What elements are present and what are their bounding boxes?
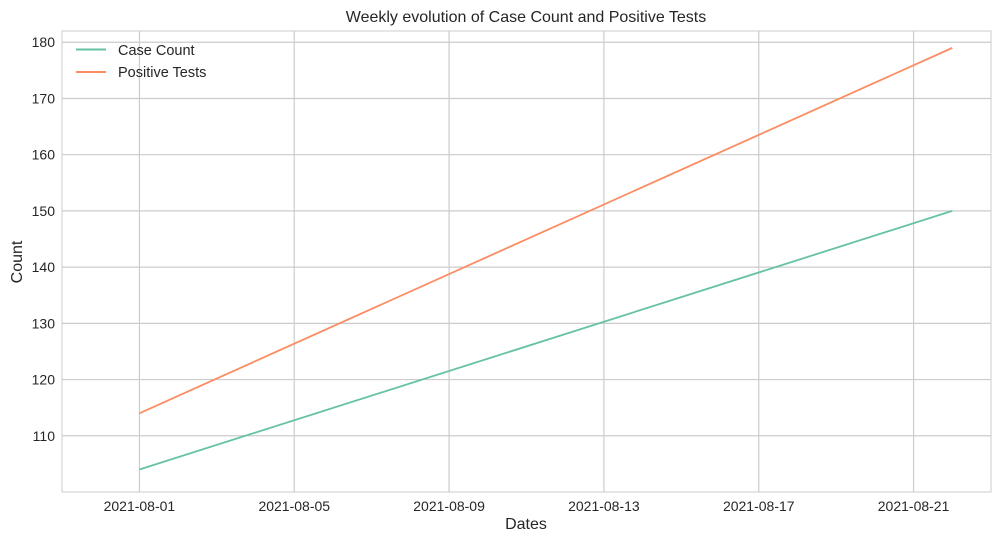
x-tick-label: 2021-08-01	[104, 498, 176, 514]
series-group	[139, 47, 953, 471]
y-tick-label: 180	[32, 34, 56, 50]
series-line-case-count	[139, 210, 953, 471]
x-axis-label: Dates	[505, 516, 547, 533]
legend: Case Count Positive Tests	[76, 43, 206, 81]
plot-area	[61, 30, 992, 493]
y-tick-label: 130	[32, 315, 56, 331]
legend-label-case-count: Case Count	[118, 43, 195, 59]
x-tick-label: 2021-08-17	[723, 498, 795, 514]
y-tick-label: 110	[33, 428, 56, 444]
x-tick-label: 2021-08-21	[878, 498, 950, 514]
x-tick-label: 2021-08-05	[258, 498, 330, 514]
legend-label-positive-tests: Positive Tests	[118, 65, 206, 81]
grid	[62, 31, 991, 492]
y-tick-label: 160	[32, 147, 56, 163]
y-tick-label: 170	[32, 90, 56, 106]
y-tick-label: 150	[32, 203, 56, 219]
tick-labels: 110 120 130 140 150 160 170 180 2021-08-01 2021-0…	[32, 34, 950, 514]
chart-title: Weekly evolution of Case Count and Posit…	[346, 9, 707, 26]
y-tick-label: 140	[32, 259, 56, 275]
y-axis-label: Count	[9, 240, 26, 283]
x-tick-label: 2021-08-09	[413, 498, 485, 514]
y-tick-label: 120	[32, 372, 56, 388]
x-tick-label: 2021-08-13	[568, 498, 640, 514]
series-line-positive-tests	[139, 47, 953, 415]
